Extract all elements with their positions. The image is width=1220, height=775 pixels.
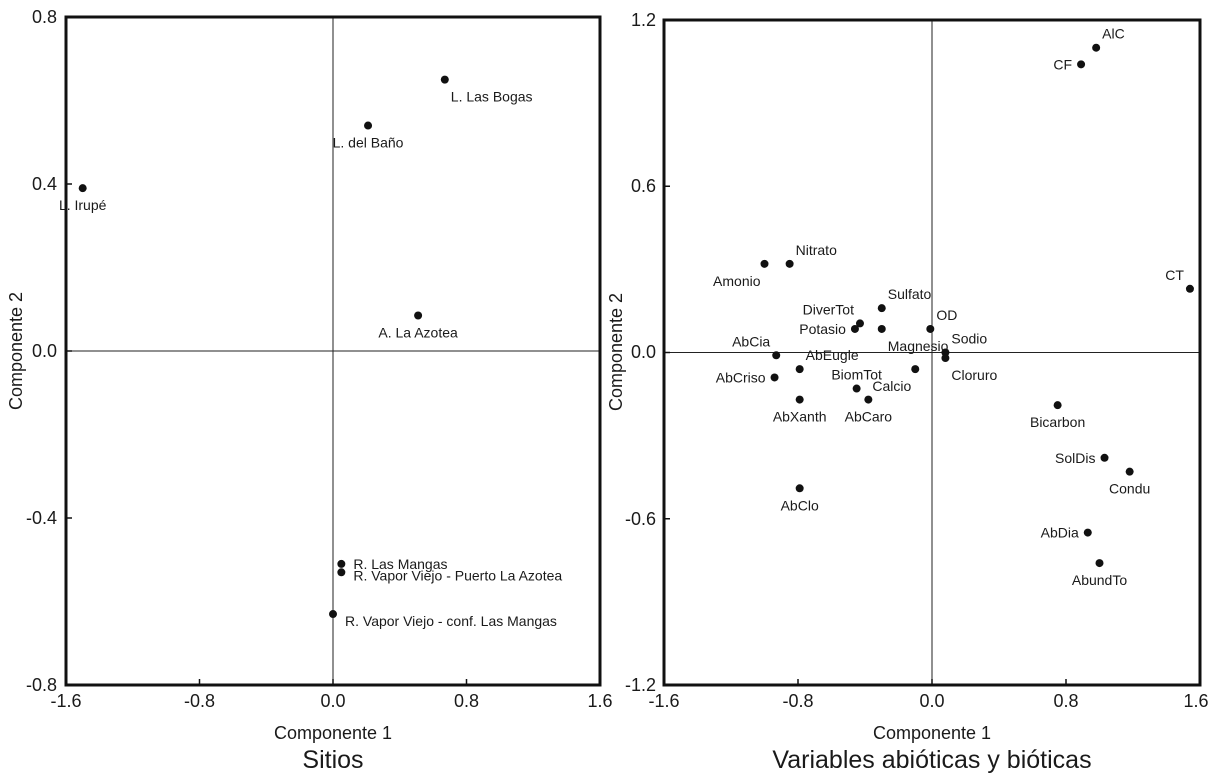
data-point <box>850 324 859 333</box>
data-point <box>364 121 373 130</box>
point-label: Amonio <box>713 273 761 289</box>
point-label: Calcio <box>872 378 911 394</box>
data-point <box>785 259 794 268</box>
data-point <box>1092 43 1101 52</box>
point-label: BiomTot <box>831 367 882 383</box>
data-point <box>770 373 779 382</box>
data-point <box>337 559 346 568</box>
data-point <box>1100 453 1109 462</box>
points-layer: L. Las Bogas L. del Baño L. Irupé A. La Azo… <box>59 75 562 629</box>
data-point <box>795 484 804 493</box>
y-tick-label: -0.6 <box>625 509 656 529</box>
data-point <box>877 304 886 313</box>
point-label: SolDis <box>1055 450 1095 466</box>
data-point <box>1095 559 1104 568</box>
data-point <box>941 354 950 363</box>
x-tick-marks <box>663 679 1201 685</box>
data-point <box>440 75 449 84</box>
data-point <box>1185 284 1194 293</box>
points-layer: AlC CF CT Nitrato Amonio Sulfato DiverTot Potas… <box>713 26 1194 588</box>
point-label: A. La Azotea <box>378 325 458 341</box>
data-point <box>1053 401 1062 410</box>
data-point <box>78 184 87 193</box>
point-label: Cloruro <box>951 367 997 383</box>
point-label: AbCriso <box>716 369 766 385</box>
panel-title: Sitios <box>302 746 363 774</box>
y-tick-label: 0.8 <box>32 7 57 27</box>
x-tick-label: -1.6 <box>50 691 81 711</box>
data-point <box>1125 467 1134 476</box>
x-tick-label: 1.6 <box>1183 691 1208 711</box>
point-label: L. del Baño <box>333 135 404 151</box>
x-tick-label: -0.8 <box>782 691 813 711</box>
panel-sitios: -1.6 -0.8 0.0 0.8 1.6 0.8 0.4 0.0 -0.4 -… <box>6 7 613 774</box>
data-point <box>337 568 346 577</box>
x-axis-label: Componente 1 <box>274 723 392 743</box>
point-label: R. Vapor Viejo - conf. Las Mangas <box>345 613 557 629</box>
data-point <box>760 259 769 268</box>
point-label: AbClo <box>781 497 819 513</box>
y-tick-label: -1.2 <box>625 675 656 695</box>
point-label: Magnesio <box>888 338 949 354</box>
y-tick-label: 0.0 <box>32 341 57 361</box>
y-tick-label: 0.4 <box>32 174 57 194</box>
point-label: L. Irupé <box>59 197 107 213</box>
data-point <box>852 384 861 393</box>
point-label: Condu <box>1109 481 1150 497</box>
data-point <box>911 365 920 374</box>
data-point <box>1083 528 1092 537</box>
panel-title: Variables abióticas y bióticas <box>772 746 1091 774</box>
y-tick-label: -0.8 <box>26 675 57 695</box>
y-tick-label: 0.0 <box>631 342 656 362</box>
y-tick-label: 0.6 <box>631 176 656 196</box>
panel-variables: -1.6 -0.8 0.0 0.8 1.6 1.2 0.6 0.0 -0.6 -… <box>606 10 1209 774</box>
x-axis-label: Componente 1 <box>873 723 991 743</box>
point-label: CT <box>1165 267 1184 283</box>
x-tick-label: -0.8 <box>184 691 215 711</box>
y-tick-marks <box>66 16 72 686</box>
y-tick-label: 1.2 <box>631 10 656 30</box>
x-tick-label: 0.8 <box>1053 691 1078 711</box>
data-point <box>795 365 804 374</box>
point-label: Nitrato <box>796 242 837 258</box>
point-label: AbDia <box>1041 525 1079 541</box>
point-label: AbCia <box>732 333 770 349</box>
point-label: AbEugle <box>806 347 859 363</box>
point-label: R. Las Mangas <box>353 556 447 572</box>
point-label: AlC <box>1102 26 1125 42</box>
data-point <box>329 610 337 619</box>
x-tick-label: 0.0 <box>320 691 345 711</box>
data-point <box>1077 60 1086 69</box>
point-label: Sulfato <box>888 286 932 302</box>
point-label: Potasio <box>799 321 846 337</box>
point-label: DiverTot <box>803 301 854 317</box>
point-label: AbCaro <box>845 409 893 425</box>
y-tick-marks <box>664 19 670 686</box>
data-point <box>414 311 423 320</box>
x-tick-label: 1.6 <box>587 691 612 711</box>
data-point <box>855 319 864 328</box>
data-point <box>864 395 873 404</box>
point-label: Bicarbon <box>1030 414 1085 430</box>
x-tick-label: -1.6 <box>648 691 679 711</box>
point-label: AbundTo <box>1072 572 1127 588</box>
point-label: AbXanth <box>773 409 827 425</box>
y-axis-label: Componente 2 <box>6 292 26 410</box>
point-label: R. Vapor Viejo - Puerto La Azotea <box>353 567 562 583</box>
data-point <box>941 348 950 357</box>
point-label: OD <box>936 307 957 323</box>
point-label: Sodio <box>951 331 987 347</box>
y-axis-label: Componente 2 <box>606 293 626 411</box>
data-point <box>877 324 886 333</box>
x-tick-marks <box>65 679 601 685</box>
point-label: L. Las Bogas <box>451 89 533 105</box>
data-point <box>795 395 804 404</box>
y-tick-label: -0.4 <box>26 508 57 528</box>
x-tick-label: 0.0 <box>919 691 944 711</box>
x-tick-label: 0.8 <box>454 691 479 711</box>
data-point <box>926 324 935 333</box>
data-point <box>772 351 781 360</box>
point-label: CF <box>1053 56 1072 72</box>
